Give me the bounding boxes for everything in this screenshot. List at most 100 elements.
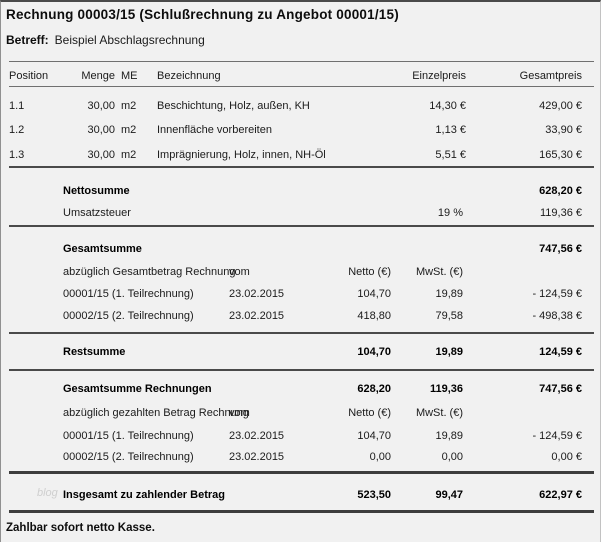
cell-position: 1.3: [9, 149, 25, 161]
cell-gesamtpreis: 429,00 €: [539, 100, 582, 112]
invoices-total-label: Gesamtsumme Rechnungen: [63, 383, 212, 395]
column-header-einzelpreis: Einzelpreis: [412, 70, 466, 82]
restsumme-mwst: 19,89: [435, 346, 463, 358]
invoices-total-row: Gesamtsumme Rechnungen 628,20 119,36 747…: [9, 382, 582, 396]
teilrechnung-mwst: 19,89: [435, 430, 463, 442]
final-total-mwst: 99,47: [435, 489, 463, 501]
deduction2-vom-header: vom: [229, 407, 250, 419]
rule-section-gesamt: [9, 225, 594, 227]
teilrechnung-name: 00002/15 (2. Teilrechnung): [63, 310, 194, 322]
teilrechnung-amount: - 124,59 €: [532, 288, 582, 300]
teilrechnung-date: 23.02.2015: [229, 288, 285, 300]
restsumme-label: Restsumme: [63, 346, 126, 358]
cell-bezeichnung: Imprägnierung, Holz, innen, NH-Öl: [157, 149, 326, 161]
gesamtsumme-row: Gesamtsumme 747,56 €: [9, 242, 582, 256]
deduction1-netto-header: Netto (€): [348, 266, 391, 278]
table-row: 1.2 30,00 m2 Innenfläche vorbereiten 1,1…: [9, 123, 582, 137]
gesamtsumme-label: Gesamtsumme: [63, 243, 142, 255]
final-total-netto: 523,50: [357, 489, 391, 501]
restsumme-amount: 124,59 €: [539, 346, 582, 358]
teilrechnung-netto: 104,70: [357, 430, 391, 442]
cell-einzelpreis: 14,30 €: [429, 100, 466, 112]
cell-gesamtpreis: 165,30 €: [539, 149, 582, 161]
deduction1-label: abzüglich Gesamtbetrag Rechnung: [63, 266, 236, 278]
teilrechnung-row: 00002/15 (2. Teilrechnung) 23.02.2015 0,…: [9, 450, 582, 464]
teilrechnung-mwst: 0,00: [441, 451, 463, 463]
column-header-position: Position: [9, 70, 49, 82]
cell-me: m2: [121, 100, 137, 112]
teilrechnung-amount: 0,00 €: [551, 451, 582, 463]
deduction2-netto-header: Netto (€): [348, 407, 391, 419]
table-row: 1.3 30,00 m2 Imprägnierung, Holz, innen,…: [9, 148, 582, 162]
teilrechnung-mwst: 79,58: [435, 310, 463, 322]
teilrechnung-name: 00001/15 (1. Teilrechnung): [63, 430, 194, 442]
final-total-row: Insgesamt zu zahlender Betrag 523,50 99,…: [9, 488, 582, 502]
restsumme-netto: 104,70: [357, 346, 391, 358]
nettosumme-amount: 628,20 €: [539, 185, 582, 197]
teilrechnung-date: 23.02.2015: [229, 430, 285, 442]
cell-einzelpreis: 1,13 €: [435, 124, 466, 136]
teilrechnung-amount: - 498,38 €: [532, 310, 582, 322]
rule-above-table-header: [9, 61, 594, 62]
teilrechnung-name: 00001/15 (1. Teilrechnung): [63, 288, 194, 300]
deduction1-vom-header: vom: [229, 266, 250, 278]
column-header-bezeichnung: Bezeichnung: [157, 70, 221, 82]
column-header-gesamtpreis: Gesamtpreis: [519, 70, 582, 82]
watermark-text: blog: [37, 487, 58, 499]
restsumme-row: Restsumme 104,70 19,89 124,59 €: [9, 345, 582, 359]
cell-me: m2: [121, 149, 137, 161]
subject-label: Betreff:: [6, 33, 49, 47]
rule-above-footer: [9, 510, 594, 513]
teilrechnung-row: 00002/15 (2. Teilrechnung) 23.02.2015 41…: [9, 309, 582, 323]
gesamtsumme-amount: 747,56 €: [539, 243, 582, 255]
cell-position: 1.1: [9, 100, 25, 112]
nettosumme-label: Nettosumme: [63, 185, 130, 197]
cell-me: m2: [121, 124, 137, 136]
teilrechnung-name: 00002/15 (2. Teilrechnung): [63, 451, 194, 463]
rule-section-rest: [9, 332, 594, 334]
rule-below-table-header: [9, 86, 594, 87]
cell-bezeichnung: Beschichtung, Holz, außen, KH: [157, 100, 310, 112]
rule-section-netto: [9, 166, 594, 168]
table-row: 1.1 30,00 m2 Beschichtung, Holz, außen, …: [9, 99, 582, 113]
final-total-label: Insgesamt zu zahlender Betrag: [63, 489, 225, 501]
invoices-total-amount: 747,56 €: [539, 383, 582, 395]
teilrechnung-netto: 104,70: [357, 288, 391, 300]
deduction1-mwst-header: MwSt. (€): [415, 266, 463, 278]
umsatzsteuer-label: Umsatzsteuer: [63, 207, 131, 219]
cell-position: 1.2: [9, 124, 25, 136]
column-header-me: ME: [121, 70, 138, 82]
cell-menge: 30,00: [87, 124, 115, 136]
table-header-row: Position Menge ME Bezeichnung Einzelprei…: [9, 69, 582, 83]
subject-line: Betreff: Beispiel Abschlagsrechnung: [6, 33, 205, 47]
cell-menge: 30,00: [87, 149, 115, 161]
payment-terms: Zahlbar sofort netto Kasse.: [6, 522, 155, 534]
teilrechnung-date: 23.02.2015: [229, 310, 285, 322]
deduction2-mwst-header: MwSt. (€): [415, 407, 463, 419]
final-total-amount: 622,97 €: [539, 489, 582, 501]
invoice-title: Rechnung 00003/15 (Schlußrechnung zu Ang…: [6, 7, 399, 22]
column-header-menge: Menge: [81, 70, 115, 82]
deduction2-header-row: abzüglich gezahlten Betrag Rechnung vom …: [9, 406, 582, 420]
cell-bezeichnung: Innenfläche vorbereiten: [157, 124, 272, 136]
teilrechnung-row: 00001/15 (1. Teilrechnung) 23.02.2015 10…: [9, 429, 582, 443]
cell-einzelpreis: 5,51 €: [435, 149, 466, 161]
subject-value: Beispiel Abschlagsrechnung: [54, 33, 205, 47]
rule-section-invoices: [9, 369, 594, 371]
invoices-total-mwst: 119,36: [429, 383, 463, 395]
teilrechnung-netto: 418,80: [357, 310, 391, 322]
deduction2-label: abzüglich gezahlten Betrag Rechnung: [63, 407, 249, 419]
teilrechnung-netto: 0,00: [369, 451, 391, 463]
teilrechnung-amount: - 124,59 €: [532, 430, 582, 442]
rule-section-final: [9, 471, 594, 474]
teilrechnung-mwst: 19,89: [435, 288, 463, 300]
nettosumme-row: Nettosumme 628,20 €: [9, 184, 582, 198]
teilrechnung-date: 23.02.2015: [229, 451, 285, 463]
teilrechnung-row: 00001/15 (1. Teilrechnung) 23.02.2015 10…: [9, 287, 582, 301]
deduction1-header-row: abzüglich Gesamtbetrag Rechnung vom Nett…: [9, 265, 582, 279]
umsatzsteuer-rate: 19 %: [437, 207, 463, 219]
invoices-total-netto: 628,20: [357, 383, 391, 395]
umsatzsteuer-row: Umsatzsteuer 19 % 119,36 €: [9, 206, 582, 220]
umsatzsteuer-amount: 119,36 €: [539, 207, 582, 219]
cell-menge: 30,00: [87, 100, 115, 112]
